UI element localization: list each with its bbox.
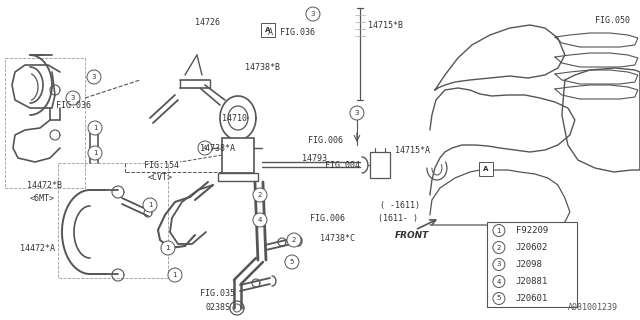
Text: 14715*A: 14715*A [395, 146, 430, 155]
Circle shape [198, 141, 212, 155]
Circle shape [253, 213, 267, 227]
Text: 4: 4 [258, 217, 262, 223]
Text: FIG.036: FIG.036 [56, 100, 91, 109]
Circle shape [493, 259, 505, 270]
Text: 2: 2 [497, 244, 501, 251]
Text: FIG.154: FIG.154 [144, 161, 179, 170]
Circle shape [493, 276, 505, 287]
Text: ( -1611): ( -1611) [380, 201, 420, 210]
Circle shape [493, 225, 505, 236]
Text: 4: 4 [203, 145, 207, 151]
Bar [487, 222, 577, 307]
Circle shape [306, 7, 320, 21]
Text: 14738*A: 14738*A [200, 143, 235, 153]
Text: 14738*B: 14738*B [245, 62, 280, 71]
Circle shape [143, 198, 157, 212]
Text: FIG.035: FIG.035 [200, 290, 236, 299]
Circle shape [66, 91, 80, 105]
Text: 14793: 14793 [302, 154, 327, 163]
Circle shape [350, 106, 364, 120]
Circle shape [161, 241, 175, 255]
Text: 14726: 14726 [195, 18, 220, 27]
Text: J20601: J20601 [516, 294, 548, 303]
Bar [222, 138, 254, 173]
Text: 1: 1 [166, 245, 170, 251]
Bar [5, 58, 85, 188]
Circle shape [88, 146, 102, 160]
Text: J20602: J20602 [516, 243, 548, 252]
Circle shape [168, 268, 182, 282]
Circle shape [285, 255, 299, 269]
Text: 14472*B: 14472*B [27, 180, 62, 189]
Circle shape [493, 242, 505, 253]
Circle shape [87, 70, 101, 84]
Text: <6MT>: <6MT> [30, 194, 55, 203]
Text: 2: 2 [258, 192, 262, 198]
Text: A081001239: A081001239 [568, 303, 618, 312]
Text: 3: 3 [355, 110, 359, 116]
Text: FRONT: FRONT [395, 231, 429, 240]
Text: A: A [265, 27, 271, 33]
Circle shape [88, 121, 102, 135]
Text: FIG.006: FIG.006 [308, 135, 343, 145]
Text: 1: 1 [93, 150, 97, 156]
Text: 3: 3 [92, 74, 96, 80]
Text: J20881: J20881 [516, 277, 548, 286]
Text: <CVT>: <CVT> [148, 172, 173, 181]
Text: FIG.036: FIG.036 [280, 28, 315, 36]
Text: FIG.050: FIG.050 [595, 15, 630, 25]
Text: 3: 3 [497, 261, 501, 268]
Text: FIG.004: FIG.004 [325, 161, 360, 170]
Circle shape [493, 292, 505, 305]
Text: 4: 4 [497, 278, 501, 284]
Text: 1: 1 [173, 272, 177, 278]
Bar [58, 163, 168, 278]
Bar [479, 162, 493, 176]
Bar [218, 173, 258, 181]
Text: 2: 2 [292, 237, 296, 243]
Text: J2098: J2098 [516, 260, 543, 269]
Circle shape [287, 233, 301, 247]
Text: 1: 1 [93, 125, 97, 131]
Text: 14710: 14710 [222, 114, 247, 123]
Text: 1: 1 [497, 228, 501, 234]
Text: 5: 5 [497, 295, 501, 301]
Text: 14472*A: 14472*A [20, 244, 55, 252]
Text: FIG.006: FIG.006 [310, 213, 345, 222]
Text: 0238S: 0238S [205, 303, 230, 313]
Text: A: A [483, 166, 488, 172]
Text: 3: 3 [71, 95, 76, 101]
Text: (1611- ): (1611- ) [378, 213, 418, 222]
Text: 14738*C: 14738*C [320, 234, 355, 243]
Circle shape [253, 188, 267, 202]
Bar [261, 23, 275, 37]
Text: 5: 5 [290, 259, 294, 265]
Text: F92209: F92209 [516, 226, 548, 235]
Bar [370, 152, 390, 178]
Text: A: A [268, 28, 273, 36]
Text: 1: 1 [148, 202, 152, 208]
Text: 14715*B: 14715*B [368, 20, 403, 29]
Text: 3: 3 [310, 11, 315, 17]
